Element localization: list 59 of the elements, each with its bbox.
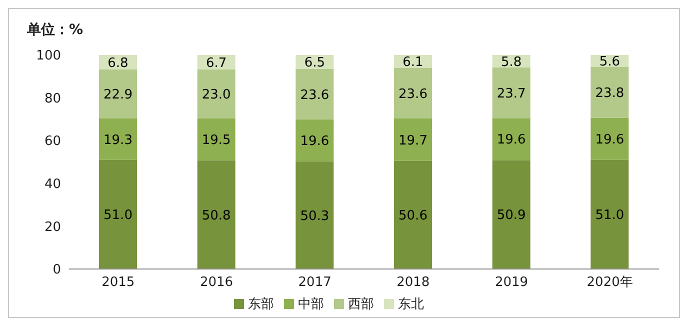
y-tick-label: 60	[44, 134, 61, 150]
data-label: 6.5	[304, 56, 326, 71]
bar	[296, 68, 334, 120]
bar	[394, 160, 432, 269]
bar	[197, 69, 236, 119]
y-tick-label: 0	[52, 262, 61, 278]
data-label: 19.6	[595, 132, 624, 148]
x-tick-label: 2017	[298, 275, 332, 290]
data-label: 19.3	[104, 132, 132, 148]
data-label: 50.3	[300, 208, 330, 224]
bar	[296, 119, 334, 162]
data-label: 50.9	[496, 208, 526, 224]
bar	[492, 118, 530, 160]
y-tick-label: 20	[44, 220, 61, 235]
data-label: 50.8	[202, 208, 231, 224]
bar	[590, 118, 629, 160]
bar	[99, 70, 137, 119]
y-tick-label: 40	[44, 177, 61, 192]
data-label: 51.0	[104, 208, 132, 224]
bar	[197, 118, 236, 160]
data-label: 6.8	[108, 56, 128, 71]
data-label: 23.8	[595, 86, 624, 102]
legend-label: 东北	[398, 297, 424, 312]
bar	[394, 68, 432, 119]
x-tick-label: 2015	[102, 275, 135, 290]
data-label: 22.9	[104, 88, 132, 103]
data-label: 19.6	[300, 134, 330, 149]
x-tick-label: 2018	[396, 275, 430, 290]
data-label: 5.6	[599, 54, 620, 70]
data-label: 23.6	[300, 88, 330, 103]
data-label: 5.8	[500, 54, 522, 70]
legend-label: 西部	[348, 297, 374, 312]
legend-label: 中部	[298, 297, 324, 312]
legend-label: 东部	[248, 297, 274, 312]
y-tick-label: 80	[44, 91, 61, 106]
data-label: 19.6	[496, 132, 526, 148]
data-label: 6.1	[402, 55, 424, 70]
y-axis-title: 单位：%	[27, 21, 84, 39]
data-label: 23.0	[202, 88, 231, 103]
bar	[99, 160, 137, 269]
data-label: 19.7	[398, 133, 428, 148]
x-tick-label: 2016	[200, 275, 234, 290]
bar	[590, 160, 629, 269]
bar	[99, 118, 137, 160]
bar	[197, 160, 236, 269]
data-label: 23.7	[496, 86, 526, 102]
bar	[590, 66, 629, 118]
bar	[492, 67, 530, 118]
data-label: 51.0	[595, 208, 624, 224]
x-tick-label: 2020年	[586, 275, 633, 290]
data-label: 23.6	[398, 86, 428, 102]
data-label: 50.6	[398, 208, 428, 224]
x-tick-label: 2019	[494, 275, 528, 290]
bar	[296, 161, 334, 269]
y-tick-label: 100	[36, 48, 61, 64]
bar	[394, 118, 432, 161]
data-label: 19.5	[202, 133, 231, 148]
data-label: 6.7	[206, 56, 227, 71]
bar	[492, 160, 530, 269]
